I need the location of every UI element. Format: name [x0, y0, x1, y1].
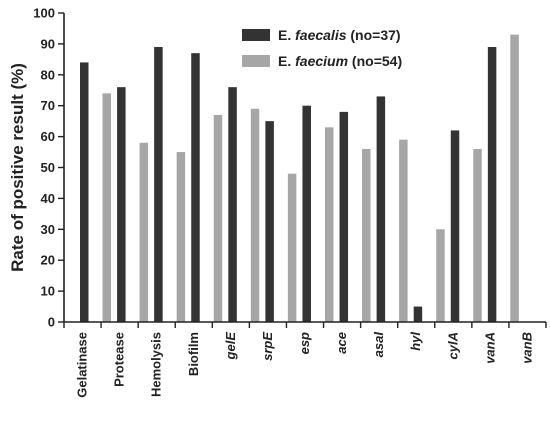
y-tick-label: 40	[41, 191, 55, 206]
bar-faecalis	[376, 96, 386, 323]
bar-faecalis	[339, 111, 349, 322]
y-tick-label: 80	[41, 67, 55, 82]
y-tick-label: 100	[33, 6, 55, 21]
bar-faecium	[213, 114, 223, 322]
x-tick-label: Gelatinase	[75, 332, 90, 398]
legend-label: E. faecium (no=54)	[278, 53, 402, 69]
bar-faecium	[362, 148, 371, 322]
bar-faecium	[250, 108, 260, 322]
bar-faecalis	[228, 87, 237, 322]
bar-faecalis	[487, 46, 497, 323]
bar-faecium	[399, 139, 408, 322]
legend-label: E. faecalis (no=37)	[278, 27, 401, 43]
x-tick-label: Hemolysis	[149, 332, 164, 397]
x-tick-label: Protease	[112, 332, 127, 387]
x-tick-label: ace	[334, 332, 349, 354]
y-tick-label: 0	[48, 315, 55, 330]
x-tick-label: srpE	[260, 332, 275, 361]
x-tick-label: vanB	[519, 332, 534, 364]
bar-faecium	[510, 34, 519, 322]
x-tick-label: Biofilm	[186, 332, 201, 376]
bar-faecalis	[450, 130, 460, 322]
bar-faecium	[176, 152, 186, 322]
x-tick-label: hyl	[408, 332, 423, 351]
x-tick-label: esp	[297, 332, 312, 354]
x-tick-label: vanA	[482, 332, 497, 364]
bar-faecium	[287, 173, 297, 322]
bar-faecalis	[413, 306, 423, 322]
legend: E. faecalis (no=37) E. faecium (no=54)	[242, 27, 402, 69]
x-tick-label: cylA	[445, 332, 460, 359]
bars-group	[80, 34, 519, 323]
bar-faecalis	[302, 105, 311, 322]
bar-faecalis	[154, 46, 163, 323]
legend-swatch	[242, 55, 270, 67]
bar-faecium	[436, 229, 445, 322]
y-axis: 0 10 20 30 40 50 60 70 80 90 100	[33, 6, 65, 330]
y-tick-label: 70	[41, 98, 55, 113]
bar-faecalis	[80, 62, 89, 322]
bar-faecium	[102, 93, 111, 322]
y-tick-label: 30	[41, 222, 55, 237]
y-axis-label: Rate of positive result (%)	[8, 63, 27, 272]
bar-faecalis	[265, 121, 274, 323]
bar-faecium	[139, 142, 149, 322]
y-tick-label: 60	[41, 129, 55, 144]
bar-faecalis	[117, 87, 126, 322]
bar-faecalis	[191, 53, 200, 323]
x-axis: Gelatinase Protease Hemolysis Biofilm gelE sr…	[63, 321, 547, 398]
x-tick-label: asaI	[371, 332, 386, 358]
y-tick-label: 20	[41, 253, 55, 268]
y-tick-label: 10	[41, 284, 55, 299]
y-tick-label: 90	[41, 36, 55, 51]
legend-swatch	[242, 29, 270, 41]
y-tick-label: 50	[41, 160, 55, 175]
bar-faecium	[324, 127, 334, 322]
x-tick-label: gelE	[223, 332, 238, 361]
bar-faecium	[473, 148, 482, 322]
